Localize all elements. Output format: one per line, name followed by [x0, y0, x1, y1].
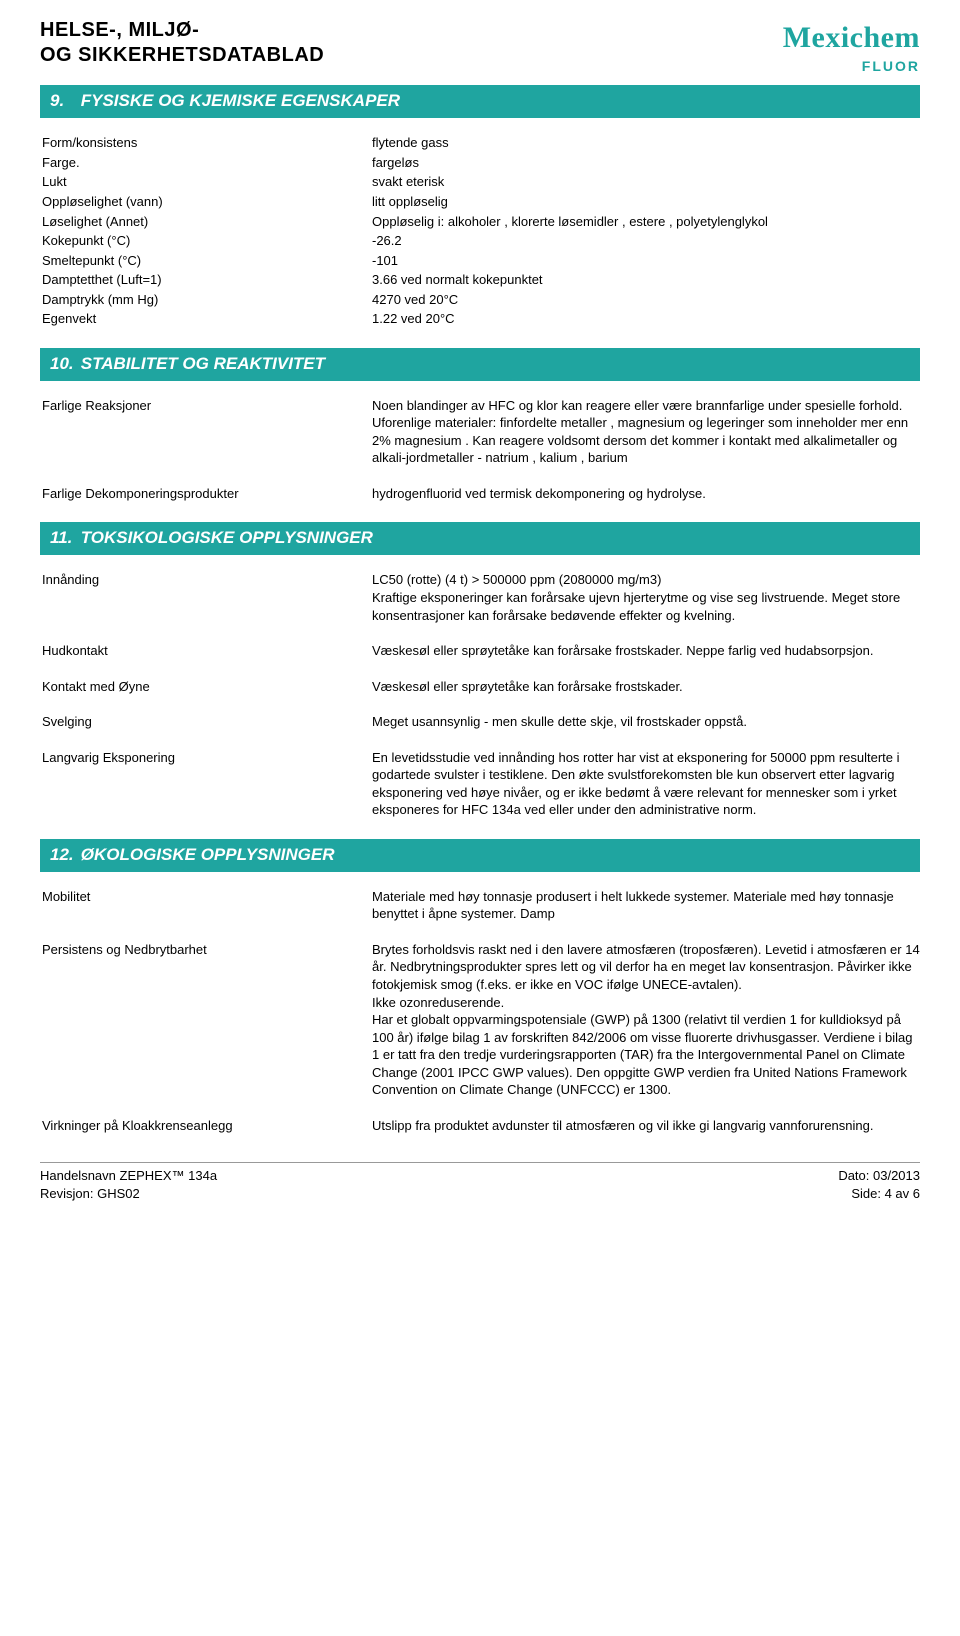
- property-row: Langvarig EksponeringEn levetidsstudie v…: [42, 749, 920, 819]
- property-key: Kontakt med Øyne: [42, 678, 372, 696]
- property-value: Oppløselig i: alkoholer , klorerte løsem…: [372, 213, 920, 231]
- property-value: LC50 (rotte) (4 t) > 500000 ppm (2080000…: [372, 571, 920, 624]
- property-value: Materiale med høy tonnasje produsert i h…: [372, 888, 920, 923]
- property-key: Innånding: [42, 571, 372, 589]
- section-title: FYSISKE OG KJEMISKE EGENSKAPER: [81, 91, 400, 110]
- property-value: Meget usannsynlig - men skulle dette skj…: [372, 713, 920, 731]
- property-row: Farlige ReaksjonerNoen blandinger av HFC…: [42, 397, 920, 467]
- logo-main-text: Mexichem: [783, 18, 920, 59]
- property-value: Utslipp fra produktet avdunster til atmo…: [372, 1117, 920, 1135]
- property-key: Farge.: [42, 154, 372, 172]
- section-bar-11: 11. TOKSIKOLOGISKE OPPLYSNINGER: [40, 522, 920, 555]
- property-value: Væskesøl eller sprøytetåke kan forårsake…: [372, 678, 920, 696]
- property-row: Persistens og NedbrytbarhetBrytes forhol…: [42, 941, 920, 1099]
- property-row: Farlige Dekomponeringsprodukterhydrogenf…: [42, 485, 920, 503]
- section-bar-10: 10. STABILITET OG REAKTIVITET: [40, 348, 920, 381]
- property-value: flytende gass: [372, 134, 920, 152]
- section-10-content: Farlige ReaksjonerNoen blandinger av HFC…: [42, 397, 920, 503]
- property-row: Damptrykk (mm Hg)4270 ved 20°C: [42, 291, 920, 309]
- property-row: MobilitetMateriale med høy tonnasje prod…: [42, 888, 920, 923]
- property-value: Væskesøl eller sprøytetåke kan forårsake…: [372, 642, 920, 660]
- property-row: Luktsvakt eterisk: [42, 173, 920, 191]
- logo-sub-text: FLUOR: [831, 57, 920, 76]
- section-number: 11.: [50, 527, 76, 550]
- section-bar-9: 9. FYSISKE OG KJEMISKE EGENSKAPER: [40, 85, 920, 118]
- property-key: Lukt: [42, 173, 372, 191]
- property-value: Brytes forholdsvis raskt ned i den laver…: [372, 941, 920, 1099]
- property-row: Farge.fargeløs: [42, 154, 920, 172]
- section-number: 10.: [50, 353, 76, 376]
- property-key: Damptrykk (mm Hg): [42, 291, 372, 309]
- property-key: Mobilitet: [42, 888, 372, 906]
- property-key: Smeltepunkt (°C): [42, 252, 372, 270]
- property-row: Smeltepunkt (°C)-101: [42, 252, 920, 270]
- title-line-1: HELSE-, MILJØ-: [40, 18, 324, 43]
- property-row: SvelgingMeget usannsynlig - men skulle d…: [42, 713, 920, 731]
- title-line-2: OG SIKKERHETSDATABLAD: [40, 43, 324, 68]
- property-value: En levetidsstudie ved innånding hos rott…: [372, 749, 920, 819]
- property-key: Farlige Dekomponeringsprodukter: [42, 485, 372, 503]
- page-title: HELSE-, MILJØ- OG SIKKERHETSDATABLAD: [40, 18, 324, 68]
- property-value: Noen blandinger av HFC og klor kan reage…: [372, 397, 920, 467]
- property-row: Oppløselighet (vann)litt oppløselig: [42, 193, 920, 211]
- property-value: 1.22 ved 20°C: [372, 310, 920, 328]
- section-number: 9.: [50, 90, 76, 113]
- property-value: 4270 ved 20°C: [372, 291, 920, 309]
- section-12-content: MobilitetMateriale med høy tonnasje prod…: [42, 888, 920, 1135]
- property-key: Langvarig Eksponering: [42, 749, 372, 767]
- brand-logo: Mexichem FLUOR: [783, 18, 920, 75]
- property-value: -26.2: [372, 232, 920, 250]
- property-row: Kokepunkt (°C)-26.2: [42, 232, 920, 250]
- footer-date: Dato: 03/2013: [838, 1167, 920, 1185]
- page-footer: Handelsnavn ZEPHEX™ 134a Revisjon: GHS02…: [40, 1162, 920, 1202]
- footer-tradename: Handelsnavn ZEPHEX™ 134a: [40, 1167, 217, 1185]
- property-key: Hudkontakt: [42, 642, 372, 660]
- property-row: InnåndingLC50 (rotte) (4 t) > 500000 ppm…: [42, 571, 920, 624]
- property-key: Farlige Reaksjoner: [42, 397, 372, 415]
- property-key: Løselighet (Annet): [42, 213, 372, 231]
- property-row: HudkontaktVæskesøl eller sprøytetåke kan…: [42, 642, 920, 660]
- property-value: -101: [372, 252, 920, 270]
- property-row: Form/konsistensflytende gass: [42, 134, 920, 152]
- property-row: Kontakt med ØyneVæskesøl eller sprøytetå…: [42, 678, 920, 696]
- property-row: Egenvekt1.22 ved 20°C: [42, 310, 920, 328]
- property-key: Persistens og Nedbrytbarhet: [42, 941, 372, 959]
- property-row: Løselighet (Annet)Oppløselig i: alkohole…: [42, 213, 920, 231]
- property-value: svakt eterisk: [372, 173, 920, 191]
- section-title: ØKOLOGISKE OPPLYSNINGER: [81, 845, 335, 864]
- section-title: TOKSIKOLOGISKE OPPLYSNINGER: [81, 528, 373, 547]
- property-value: litt oppløselig: [372, 193, 920, 211]
- property-key: Form/konsistens: [42, 134, 372, 152]
- footer-revision: Revisjon: GHS02: [40, 1185, 217, 1203]
- footer-page-number: Side: 4 av 6: [838, 1185, 920, 1203]
- property-value: fargeløs: [372, 154, 920, 172]
- section-bar-12: 12. ØKOLOGISKE OPPLYSNINGER: [40, 839, 920, 872]
- property-value: 3.66 ved normalt kokepunktet: [372, 271, 920, 289]
- property-row: Damptetthet (Luft=1)3.66 ved normalt kok…: [42, 271, 920, 289]
- property-key: Oppløselighet (vann): [42, 193, 372, 211]
- property-key: Virkninger på Kloakkrenseanlegg: [42, 1117, 372, 1135]
- property-key: Egenvekt: [42, 310, 372, 328]
- property-value: hydrogenfluorid ved termisk dekomponerin…: [372, 485, 920, 503]
- section-title: STABILITET OG REAKTIVITET: [81, 354, 325, 373]
- document-header: HELSE-, MILJØ- OG SIKKERHETSDATABLAD Mex…: [40, 18, 920, 75]
- property-key: Kokepunkt (°C): [42, 232, 372, 250]
- section-11-content: InnåndingLC50 (rotte) (4 t) > 500000 ppm…: [42, 571, 920, 818]
- section-number: 12.: [50, 844, 76, 867]
- property-key: Svelging: [42, 713, 372, 731]
- property-row: Virkninger på KloakkrenseanleggUtslipp f…: [42, 1117, 920, 1135]
- section-9-content: Form/konsistensflytende gassFarge.fargel…: [42, 134, 920, 327]
- property-key: Damptetthet (Luft=1): [42, 271, 372, 289]
